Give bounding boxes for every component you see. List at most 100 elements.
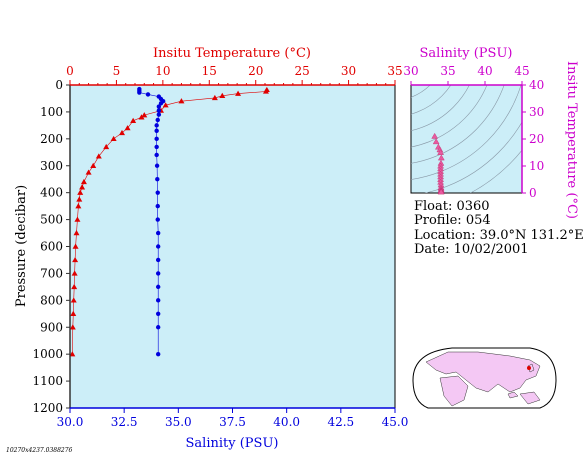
ts-point bbox=[431, 132, 439, 139]
temperature-point bbox=[70, 297, 77, 303]
temperature-point bbox=[85, 169, 92, 175]
salinity-point bbox=[155, 190, 160, 195]
salinity-point bbox=[155, 325, 161, 330]
ts-temperature-tick-label: 30 bbox=[529, 105, 544, 119]
temperature-axis-title: Insitu Temperature (°C) bbox=[153, 46, 311, 61]
temperature-tick-label: 10 bbox=[155, 64, 170, 78]
salinity-tick-label: 40.0 bbox=[273, 415, 300, 429]
pressure-tick-label: 100 bbox=[40, 105, 63, 119]
salinity-point bbox=[155, 311, 161, 316]
pressure-tick-label: 900 bbox=[40, 320, 63, 334]
temperature-point bbox=[69, 351, 76, 357]
temperature-point bbox=[73, 230, 80, 236]
temperature-point bbox=[70, 310, 77, 316]
salinity-point bbox=[154, 123, 159, 128]
temperature-point bbox=[162, 102, 169, 108]
salinity-points bbox=[137, 86, 166, 357]
temperature-point bbox=[262, 88, 269, 94]
ts-salinity-tick-label: 40 bbox=[477, 64, 492, 78]
salinity-point bbox=[155, 284, 161, 290]
temperature-point bbox=[80, 178, 87, 185]
temperature-tick-label: 20 bbox=[248, 64, 263, 78]
salinity-point bbox=[156, 108, 162, 113]
ts-point bbox=[437, 149, 444, 155]
temperature-tick-label: 0 bbox=[66, 64, 74, 78]
temperature-point bbox=[235, 90, 242, 96]
ts-salinity-axis: 30 35 40 45 bbox=[403, 64, 530, 86]
salinity-point bbox=[154, 128, 159, 133]
pressure-axis-title: Pressure (decibar) bbox=[14, 185, 29, 307]
temperature-tick-label: 15 bbox=[202, 64, 217, 78]
ts-inset-area bbox=[410, 84, 523, 194]
salinity-tick-label: 45.0 bbox=[382, 415, 409, 429]
main-plot: 0100200300400500600700800900100011001200… bbox=[14, 46, 408, 451]
pressure-tick-label: 1000 bbox=[32, 347, 63, 361]
salinity-point bbox=[155, 117, 160, 123]
ts-salinity-tick-label: 35 bbox=[440, 64, 455, 78]
temperature-point bbox=[76, 196, 83, 202]
pressure-tick-label: 700 bbox=[40, 266, 63, 280]
temperature-tick-label: 35 bbox=[387, 64, 402, 78]
salinity-point bbox=[137, 90, 142, 95]
ts-salinity-axis-title: Salinity (PSU) bbox=[420, 46, 513, 61]
profile-number: Profile: 054 bbox=[414, 213, 491, 228]
temperature-point bbox=[130, 117, 137, 123]
temperature-point bbox=[124, 125, 131, 131]
salinity-point bbox=[158, 101, 164, 106]
salinity-point bbox=[155, 244, 161, 249]
footer-id: 10270x4237.0388276 bbox=[6, 447, 73, 454]
temperature-point bbox=[110, 135, 117, 142]
ts-salinity-tick-label: 45 bbox=[514, 64, 529, 78]
salinity-point bbox=[155, 230, 161, 236]
ts-temperature-axis: 0 10 20 30 40 bbox=[521, 78, 544, 200]
temperature-point bbox=[75, 203, 82, 209]
temperature-point bbox=[71, 270, 78, 276]
salinity-point bbox=[155, 257, 161, 263]
salinity-point bbox=[155, 351, 161, 357]
pressure-tick-label: 400 bbox=[40, 186, 63, 200]
salinity-point bbox=[154, 152, 159, 158]
ts-point bbox=[432, 138, 440, 145]
map-land-eurasia bbox=[425, 351, 541, 393]
salinity-tick-label: 37.5 bbox=[219, 415, 246, 429]
pressure-tick-label: 500 bbox=[40, 213, 63, 227]
ts-point bbox=[437, 154, 445, 161]
pressure-tick-label: 0 bbox=[55, 78, 63, 92]
salinity-tick-label: 35.0 bbox=[165, 415, 192, 429]
temperature-point bbox=[211, 94, 218, 101]
salinity-axis-title: Salinity (PSU) bbox=[186, 436, 279, 451]
pressure-tick-label: 600 bbox=[40, 240, 63, 254]
salinity-point bbox=[155, 203, 160, 209]
temperature-point bbox=[71, 283, 78, 290]
temperature-point bbox=[219, 92, 226, 98]
salinity-tick-label: 42.5 bbox=[327, 415, 354, 429]
salinity-point bbox=[155, 271, 161, 276]
temperature-point bbox=[72, 256, 79, 263]
salinity-point bbox=[155, 217, 160, 222]
temperature-point bbox=[79, 184, 86, 190]
salinity-point bbox=[155, 298, 161, 303]
salinity-point bbox=[145, 92, 151, 97]
salinity-point bbox=[156, 112, 162, 117]
temperature-point bbox=[90, 162, 97, 168]
pressure-tick-label: 1100 bbox=[32, 374, 63, 388]
temperature-tick-label: 5 bbox=[113, 64, 121, 78]
pressure-axis: 0 100 200 300 400 500 600 700 800 900 1000 1100 1200 bbox=[32, 78, 71, 415]
map-land-africa bbox=[439, 375, 469, 407]
location-map bbox=[412, 347, 557, 409]
ts-temperature-tick-label: 40 bbox=[529, 78, 544, 92]
location: Location: 39.0°N 131.2°E bbox=[414, 228, 584, 243]
temperature-point bbox=[138, 114, 145, 120]
temperature-point bbox=[119, 129, 125, 136]
pressure-tick-label: 1200 bbox=[32, 401, 63, 415]
temperature-axis: 0 5 10 15 20 25 30 35 bbox=[66, 64, 403, 86]
pressure-tick-label: 800 bbox=[40, 293, 63, 307]
ts-point bbox=[437, 188, 445, 195]
temperature-point bbox=[77, 189, 84, 195]
float-location-marker bbox=[527, 366, 531, 370]
pressure-tick-label: 300 bbox=[40, 159, 63, 173]
temperature-point bbox=[95, 153, 102, 159]
map-land-australia bbox=[519, 391, 541, 405]
salinity-point bbox=[155, 177, 160, 182]
